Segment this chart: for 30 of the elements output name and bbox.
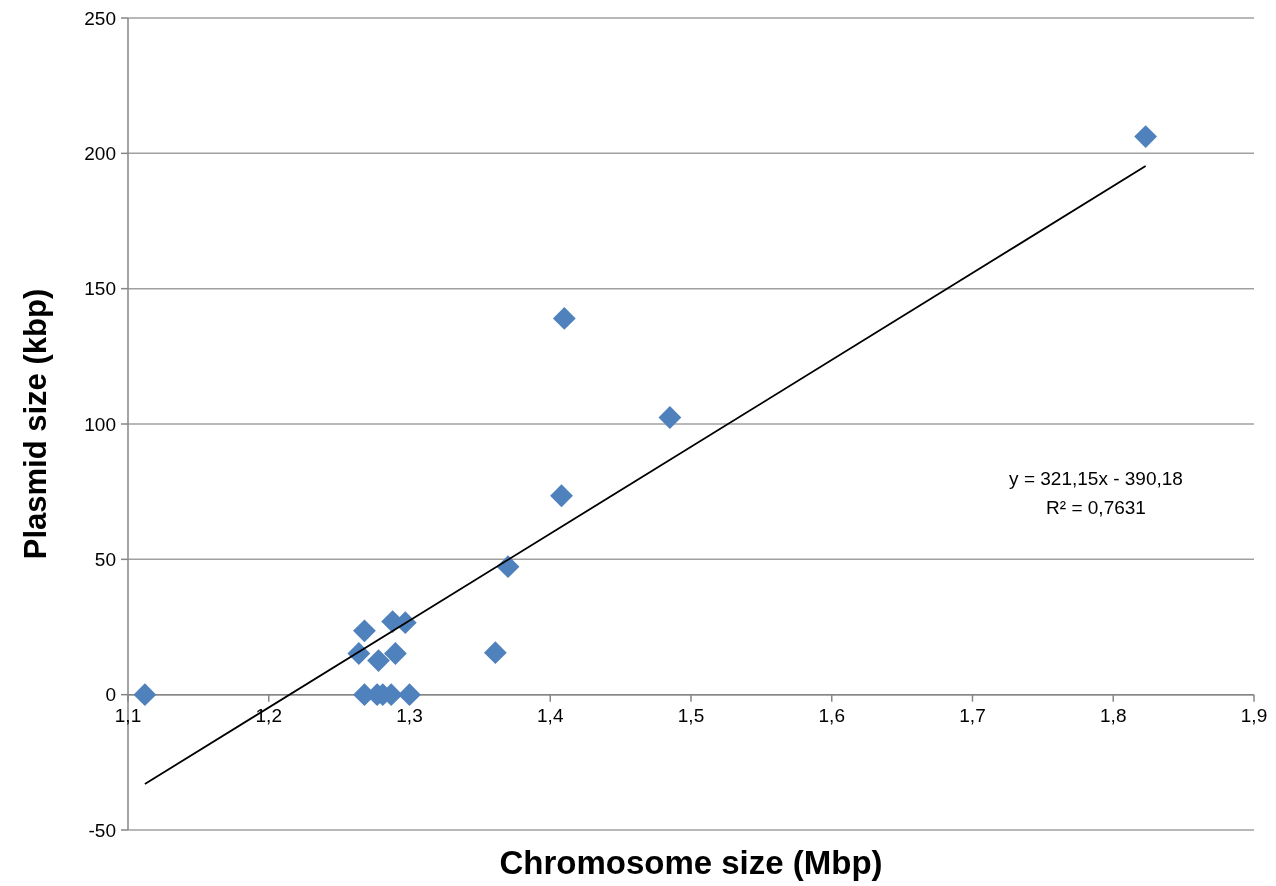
point xyxy=(398,683,421,707)
annotation: R² = 0,7631 xyxy=(1046,497,1146,518)
x-tick-label: 1,2 xyxy=(255,704,282,726)
y-tick-label: 50 xyxy=(94,548,116,570)
annotation: y = 321,15x - 390,18 xyxy=(1009,468,1183,489)
x-tick-label: 1,9 xyxy=(1240,704,1268,726)
x-tick-label: 1,5 xyxy=(677,704,705,726)
x-tick-label: 1,1 xyxy=(114,704,142,726)
point xyxy=(483,641,507,665)
x-tick-label: 1,6 xyxy=(818,704,845,726)
y-tick-label: 250 xyxy=(84,7,116,29)
point xyxy=(367,649,390,672)
y-tick-label: 100 xyxy=(84,413,116,435)
y-tick-label: 150 xyxy=(84,278,116,300)
point xyxy=(658,406,682,429)
point xyxy=(353,619,376,643)
point xyxy=(550,484,573,508)
point xyxy=(552,307,576,330)
x-tick-label: 1,8 xyxy=(1100,704,1127,726)
x-tick-label: 1,3 xyxy=(396,704,423,726)
y-axis-title: Plasmid size (kbp) xyxy=(18,288,53,560)
x-tick-label: 1,7 xyxy=(959,704,986,726)
point xyxy=(384,642,407,665)
y-tick-label: 200 xyxy=(84,142,116,164)
y-tick-label: -50 xyxy=(88,819,116,841)
point xyxy=(133,683,157,707)
point xyxy=(1134,125,1158,148)
x-tick-label: 1,4 xyxy=(537,704,564,726)
y-tick-label: 0 xyxy=(105,684,116,706)
x-axis-title: Chromosome size (Mbp) xyxy=(499,844,883,881)
